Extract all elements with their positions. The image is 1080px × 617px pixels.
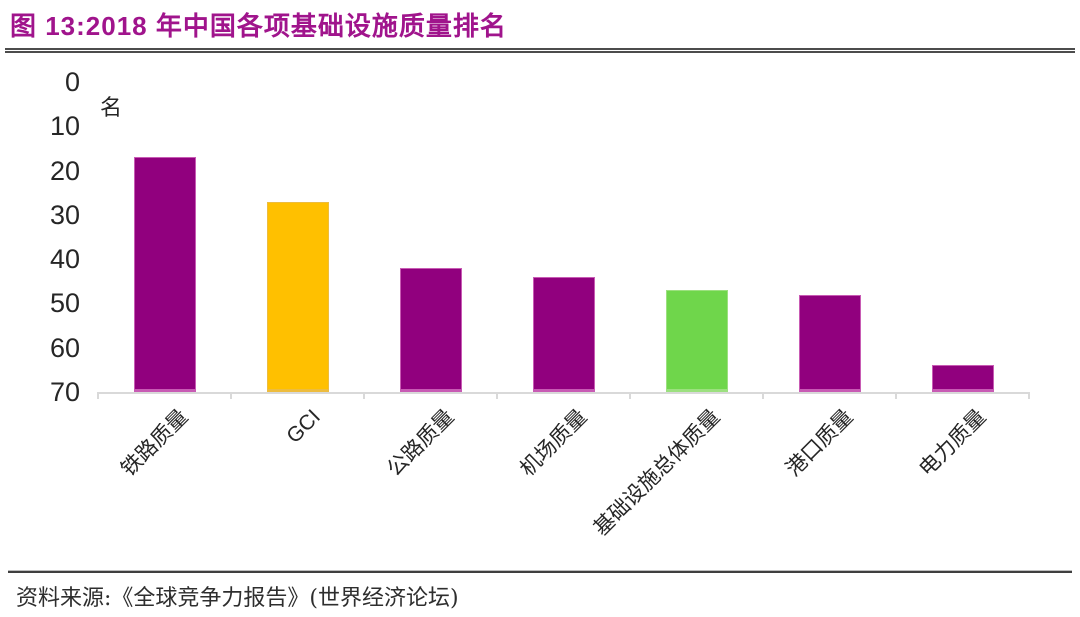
bar-category-5 [798,294,861,392]
bar-category-2 [399,268,462,392]
x-axis-tick-mark [1028,392,1030,399]
y-axis-tick-label: 60 [49,332,80,363]
x-axis-category-label: 公路质量 [382,405,459,481]
bar-gci [266,201,329,392]
x-axis-tick-mark [230,392,232,399]
bar-category-4 [665,290,728,392]
y-axis-tick-label: 40 [49,244,80,275]
x-axis-tick-mark [97,392,99,399]
x-axis-category-label: 基础设施总体质量 [588,405,725,541]
figure-title: 图 13:2018 年中国各项基础设施质量排名 [10,11,507,41]
y-axis-tick-label: 30 [49,199,80,230]
y-axis-tick-label: 0 [64,67,80,97]
y-axis-tick-label: 70 [49,377,80,407]
bar-category-3 [532,276,595,392]
bar-category-0 [133,157,196,392]
x-axis-line [98,392,1029,394]
x-axis-category-label: 港口质量 [781,405,858,481]
title-divider [5,48,1075,53]
y-axis-tick-label: 50 [49,288,80,319]
footer-divider [8,571,1072,573]
y-axis-unit-label: 名 [100,95,123,120]
x-axis-tick-mark [496,392,498,399]
bar-chart: 名 0 10 20 30 40 50 60 70 铁路质量 GCI 公路质量 机场质量 基础设施总体质量… [0,56,1080,566]
bar-category-6 [931,365,994,392]
y-axis-tick-label: 20 [49,155,80,186]
x-axis-tick-mark [895,392,897,399]
x-axis-category-label: 铁路质量 [116,405,193,481]
x-axis-category-label: 电力质量 [914,405,991,481]
y-axis-tick-label: 10 [49,111,80,142]
source-note: 资料来源:《全球竞争力报告》(世界经济论坛) [16,586,459,611]
x-axis-category-label: 机场质量 [515,405,592,481]
x-axis-tick-mark [363,392,365,399]
x-axis-tick-mark [629,392,631,399]
x-axis-category-label: GCI [282,405,326,448]
x-axis-tick-mark [762,392,764,399]
